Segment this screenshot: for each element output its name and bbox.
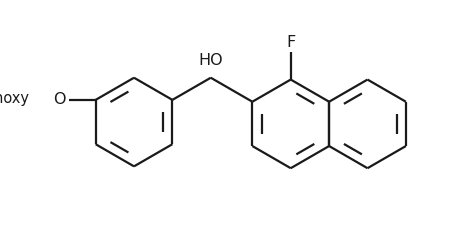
Text: F: F [286, 35, 295, 50]
Text: HO: HO [198, 54, 223, 69]
Text: methoxy: methoxy [0, 92, 29, 106]
Text: O: O [53, 92, 65, 107]
